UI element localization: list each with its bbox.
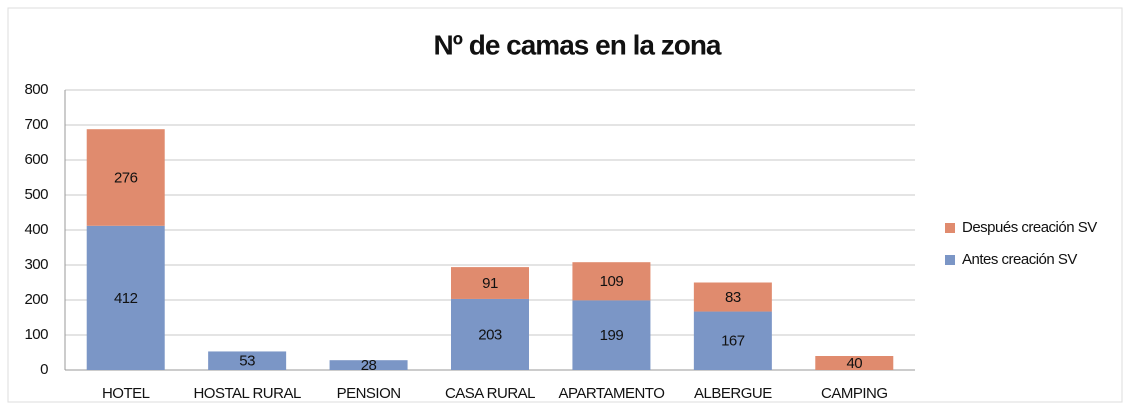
x-tick-label: HOSTAL RURAL (193, 385, 301, 402)
data-label: 167 (721, 333, 745, 350)
legend-swatch (945, 255, 955, 265)
data-label: 53 (239, 353, 255, 370)
chart-title: Nº de camas en la zona (433, 29, 721, 60)
data-label: 199 (600, 327, 624, 344)
y-tick-label: 400 (24, 221, 48, 238)
y-tick-label: 500 (24, 186, 48, 203)
y-tick-label: 100 (24, 326, 48, 343)
legend-swatch (945, 223, 955, 233)
data-label: 203 (478, 326, 502, 343)
x-tick-label: CASA RURAL (445, 385, 535, 402)
chart-frame (7, 7, 1123, 403)
legend-label: Antes creación SV (962, 251, 1077, 268)
bar-segment (693, 311, 772, 370)
bar-segment (693, 282, 772, 312)
y-tick-label: 800 (24, 81, 48, 98)
y-tick-label: 300 (24, 256, 48, 273)
x-tick-label: CAMPING (821, 385, 888, 402)
bar-segment (572, 262, 651, 301)
data-label: 276 (114, 169, 138, 186)
x-tick-label: APARTAMENTO (558, 385, 664, 402)
y-tick-label: 600 (24, 151, 48, 168)
bar-segment (572, 300, 651, 370)
data-label: 109 (600, 273, 624, 290)
x-tick-label: PENSION (337, 385, 401, 402)
data-label: 40 (846, 355, 862, 372)
bar-segment (451, 298, 529, 370)
bar-segment (208, 351, 287, 370)
x-tick-label: HOTEL (102, 385, 150, 402)
y-tick-label: 700 (24, 116, 48, 133)
bar-segment (329, 360, 408, 370)
bar-segment (86, 225, 165, 370)
data-label: 28 (361, 357, 377, 374)
bar-segment (815, 356, 894, 370)
y-tick-label: 0 (40, 361, 48, 378)
x-tick-label: ALBERGUE (694, 385, 772, 402)
legend-label: Después creación SV (962, 219, 1097, 236)
bar-segment (451, 267, 529, 299)
y-tick-label: 200 (24, 291, 48, 308)
data-label: 91 (482, 275, 498, 292)
bar-segment (86, 129, 165, 226)
data-label: 83 (725, 289, 741, 306)
data-label: 412 (114, 290, 138, 307)
